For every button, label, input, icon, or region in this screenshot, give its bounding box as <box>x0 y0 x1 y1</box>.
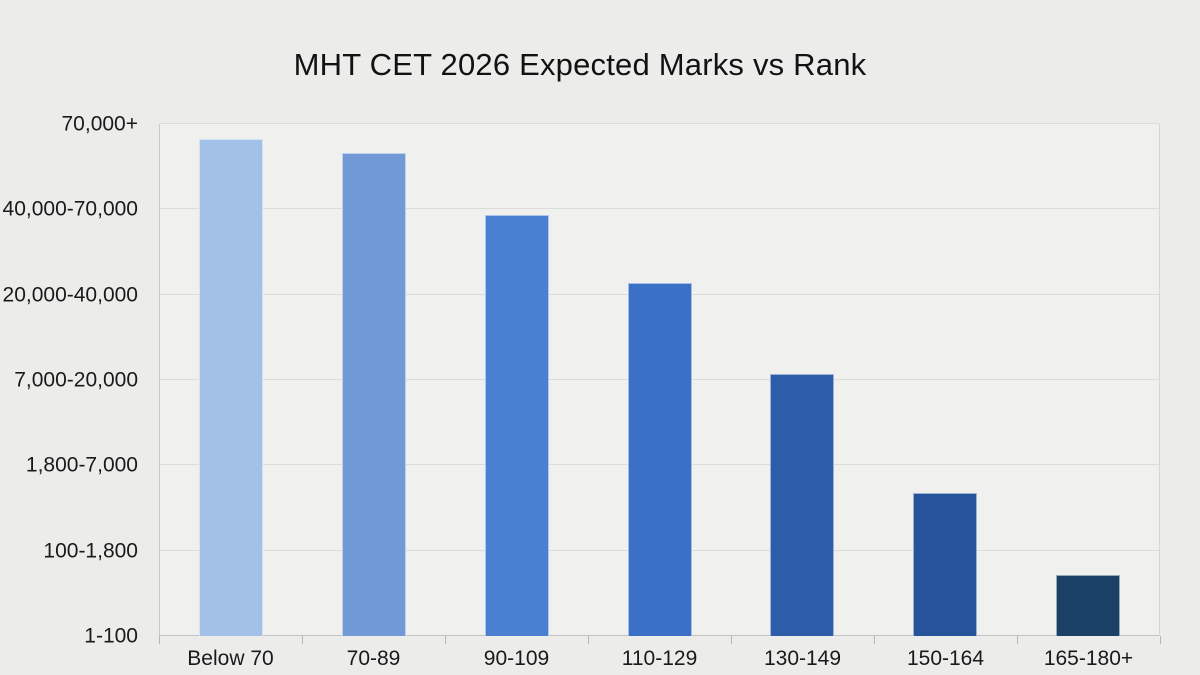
x-axis-label-110-129: 110-129 <box>621 647 698 670</box>
x-axis-label-130-149: 130-149 <box>763 647 842 670</box>
bar-below-70 <box>199 139 264 636</box>
y-axis-label-70-000: 70,000+ <box>61 112 139 136</box>
y-axis-label-1-100: 1-100 <box>84 624 138 648</box>
x-axis-label-165-180: 165-180+ <box>1043 647 1134 670</box>
x-axis-label-150-164: 150-164 <box>906 647 985 670</box>
y-axis-labels: 1-100 100-1,800 1,800-7,000 7,000-20,000 20,… <box>0 114 148 647</box>
axis-tick <box>588 636 589 644</box>
axis-tick <box>1160 636 1161 644</box>
axis-tick <box>302 636 303 644</box>
bar-150-164 <box>912 492 977 636</box>
y-axis-label-1-800-7-000: 1,800-7,000 <box>25 453 138 477</box>
chart-title: MHT CET 2026 Expected Marks vs Rank <box>293 47 867 82</box>
x-axis-ticks <box>159 636 1161 645</box>
x-axis-label-70-89: 70-89 <box>346 647 401 670</box>
y-axis-label-20-000-40-000: 20,000-40,000 <box>2 283 138 307</box>
axis-tick <box>731 636 732 644</box>
y-axis-label-40-000-70-000: 40,000-70,000 <box>2 197 138 221</box>
axis-tick <box>159 636 160 644</box>
gridline <box>160 123 1159 124</box>
axis-tick <box>445 636 446 644</box>
bar-70-89 <box>342 153 407 636</box>
bar-90-109 <box>484 215 549 636</box>
bar-130-149 <box>770 374 835 636</box>
x-axis-label-90-109: 90-109 <box>483 647 550 670</box>
bar-165-180 <box>1055 574 1120 636</box>
axis-tick <box>874 636 875 644</box>
y-axis-label-100-1-800: 100-1,800 <box>43 539 138 563</box>
x-axis-labels: Below 70 70-89 90-109 110-129 130-149 150-164… <box>159 646 1160 674</box>
y-axis-label-7-000-20-000: 7,000-20,000 <box>14 368 138 392</box>
x-axis-label-below-70: Below 70 <box>187 647 274 670</box>
plot-area <box>159 123 1160 636</box>
gridline <box>160 208 1159 210</box>
axis-tick <box>1017 636 1018 644</box>
bar-110-129 <box>627 282 692 636</box>
